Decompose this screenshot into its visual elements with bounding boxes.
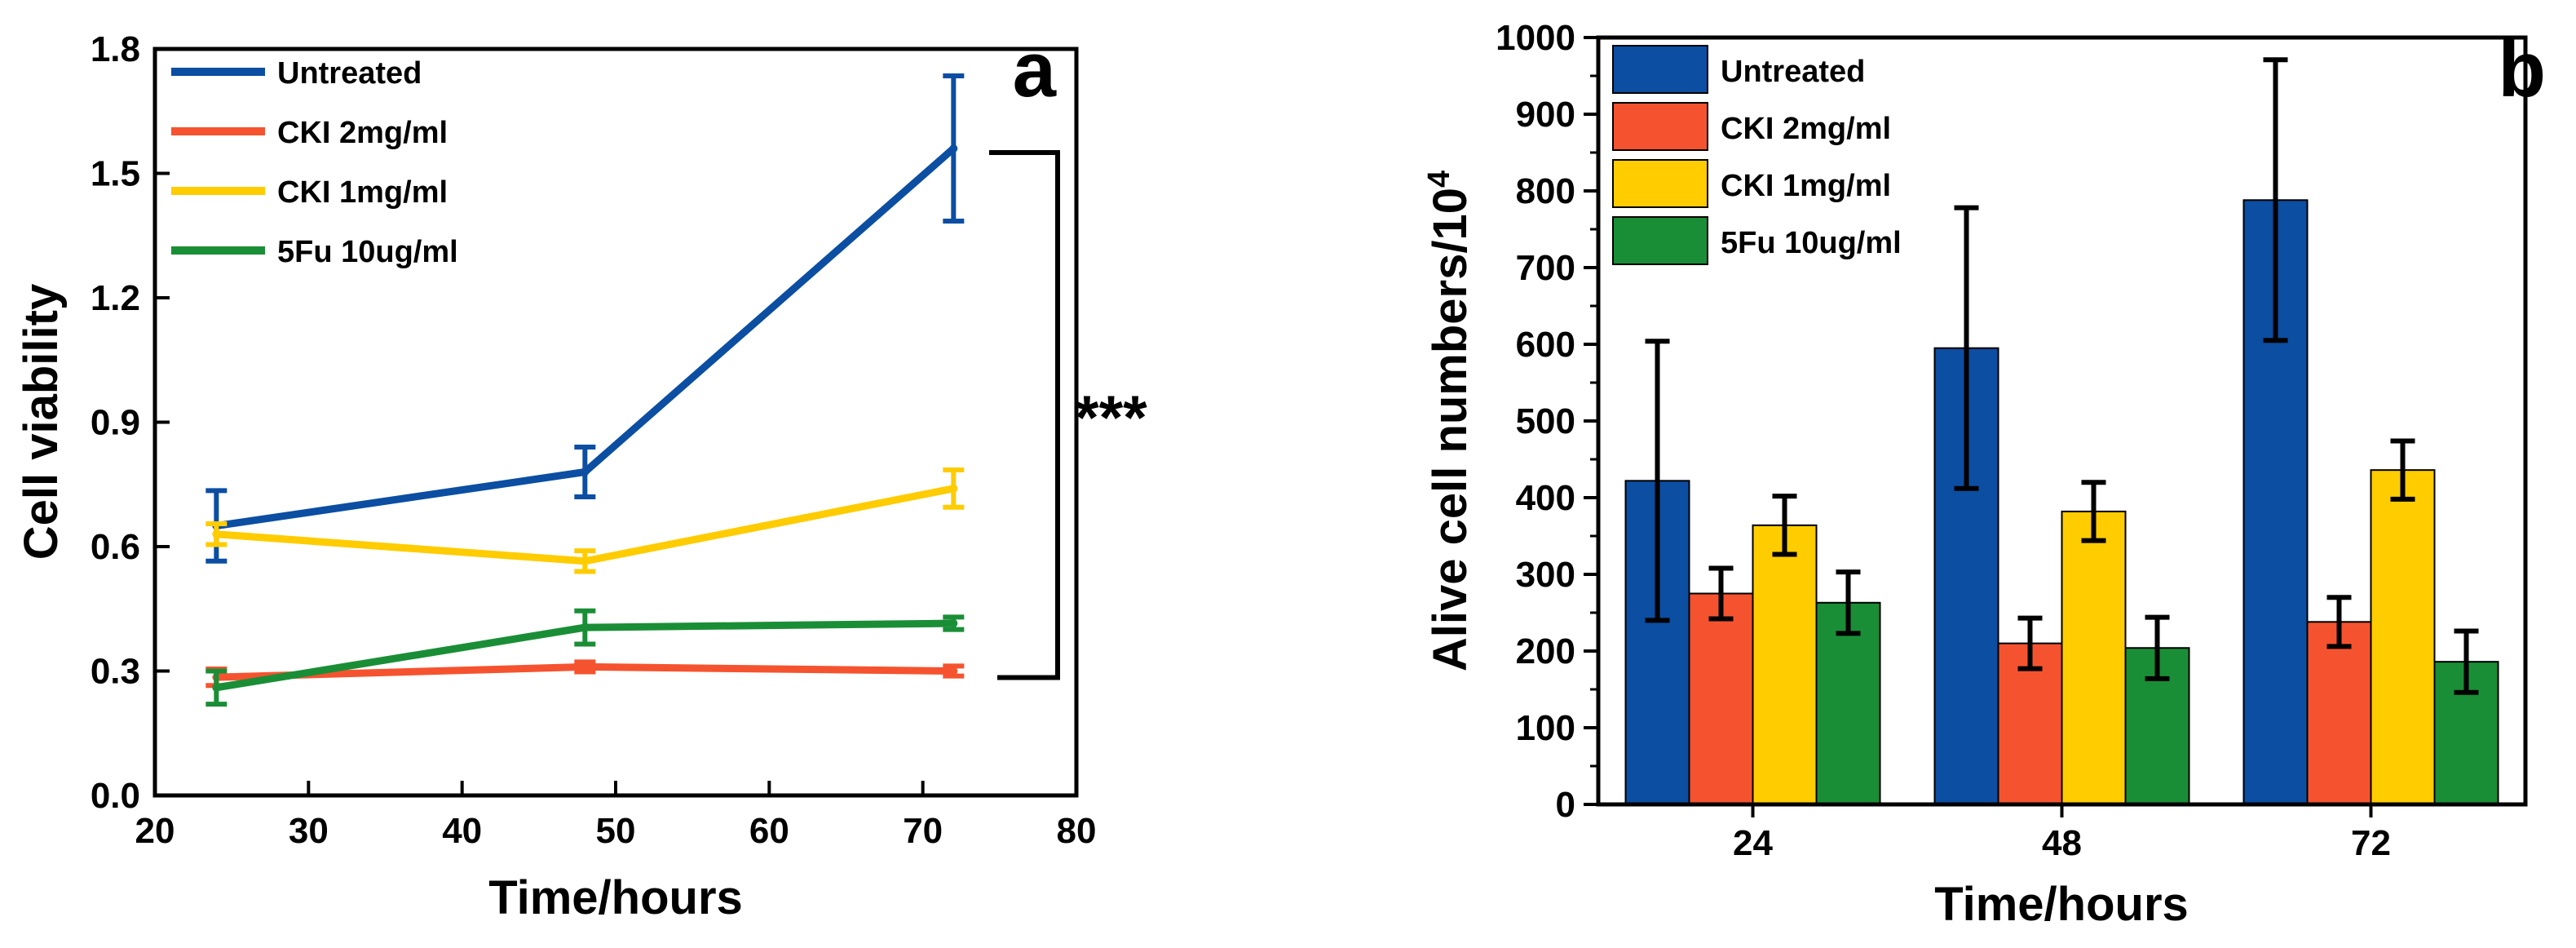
significance-bracket-line [989,150,1060,680]
y-tick-label: 0.9 [91,403,140,443]
data-point-cki-1mg-ml [212,529,221,538]
chart-a-panel-label: a [1013,26,1057,113]
legend-swatch-cki-1mg-ml [1612,159,1708,208]
legend-swatch-cki-2mg-ml [1612,102,1708,151]
x-tick-label: 30 [289,811,329,851]
y-tick-label: 0.6 [91,527,140,567]
legend-swatch-5fu-10ug-ml [1612,216,1708,265]
data-point-cki-2mg-ml [949,667,958,676]
chart-b-y-axis-title: Alive cell numbers/104 [1422,171,1477,671]
data-point-cki-2mg-ml [581,662,590,671]
x-tick-label: 80 [1057,811,1097,851]
legend-swatch-untreated [1612,45,1708,94]
y-tick-label: 600 [1516,325,1575,365]
bar-cki-1mg-ml-24 [1752,524,1818,806]
y-tick-label: 0 [1556,785,1575,825]
chart-b-y-axis-title-main: Alive cell numbers/10 [1424,188,1477,671]
y-tick-label: 1.2 [91,278,140,318]
x-tick-label: 70 [903,811,943,851]
legend-label-5fu-10ug-ml: 5Fu 10ug/ml [1721,226,1902,260]
y-tick-label: 0.0 [91,776,140,816]
legend-label-cki-2mg-ml: CKI 2mg/ml [1721,112,1891,146]
chart-a-significance-bracket: *** [989,150,1147,680]
significance-label: *** [1075,383,1147,453]
legend-label-untreated: Untreated [1721,55,1865,89]
chart-b-legend: Untreated CKI 2mg/ml CKI 1mg/ml 5Fu 10ug/ml [1612,45,1902,265]
data-point-cki-1mg-ml [581,556,590,565]
y-tick-label: 1.5 [91,154,140,194]
bar-5fu-10ug-ml-24 [1815,601,1881,806]
x-tick-label: 60 [749,811,789,851]
chart-a-line-plot: 20 30 40 50 60 70 80 0.0 0.3 0.6 0.9 1.2 1.5 1.8 Time… [15,26,1147,924]
bar-cki-2mg-ml-72 [2306,621,2372,806]
data-point-cki-1mg-ml [949,484,958,493]
bar-cki-2mg-ml-24 [1688,592,1754,805]
legend-label-untreated: Untreated [277,56,422,91]
y-tick-label: 800 [1516,171,1575,211]
chart-a-legend: Untreated CKI 2mg/ml CKI 1mg/ml 5Fu 10ug/ml [171,56,458,269]
chart-a-series [205,73,965,707]
data-point-5fu-10ug-ml [949,619,958,628]
x-tick-label: 24 [1733,823,1773,863]
bar-cki-1mg-ml-72 [2370,469,2436,805]
x-tick-label: 20 [135,811,175,851]
legend-label-cki-2mg-ml: CKI 2mg/ml [277,116,448,150]
chart-a-y-axis-title: Cell viability [15,284,68,560]
y-tick-label: 900 [1516,95,1575,135]
legend-label-cki-1mg-ml: CKI 1mg/ml [1721,169,1891,203]
data-point-5fu-10ug-ml [581,623,590,632]
y-tick-label: 1.8 [91,29,140,69]
chart-a-x-axis-title: Time/hours [488,871,743,924]
y-tick-label: 300 [1516,555,1575,595]
y-tick-label: 200 [1516,631,1575,671]
x-tick-label: 40 [442,811,482,851]
y-tick-label: 1000 [1496,18,1575,58]
legend-label-cki-1mg-ml: CKI 1mg/ml [277,175,448,210]
y-tick-label: 100 [1516,708,1575,748]
y-tick-label: 0.3 [91,652,140,692]
x-tick-label: 48 [2042,823,2082,863]
data-point-untreated [581,467,590,476]
chart-a-ticks: 20 30 40 50 60 70 80 0.0 0.3 0.6 0.9 1.2 1.5 1.8 [91,29,1097,851]
chart-b-ticks: 0 100 200 300 400 500 600 700 800 900 1000 [1496,18,1598,825]
data-point-untreated [949,144,958,153]
legend-label-5fu-10ug-ml: 5Fu 10ug/ml [277,235,458,269]
x-tick-label: 72 [2351,823,2391,863]
chart-a-plot-frame [152,47,1079,798]
chart-b-y-axis-title-superscript: 4 [1422,171,1456,188]
y-tick-label: 700 [1516,248,1575,288]
bar-cki-1mg-ml-48 [2061,510,2127,805]
chart-b-plot-frame [1596,35,2528,807]
y-tick-label: 400 [1516,478,1575,518]
data-point-5fu-10ug-ml [212,683,221,692]
x-tick-label: 50 [596,811,636,851]
y-tick-label: 500 [1516,401,1575,441]
chart-b-x-axis-title: Time/hours [1934,878,2189,931]
chart-b-panel-label: b [2498,26,2546,113]
